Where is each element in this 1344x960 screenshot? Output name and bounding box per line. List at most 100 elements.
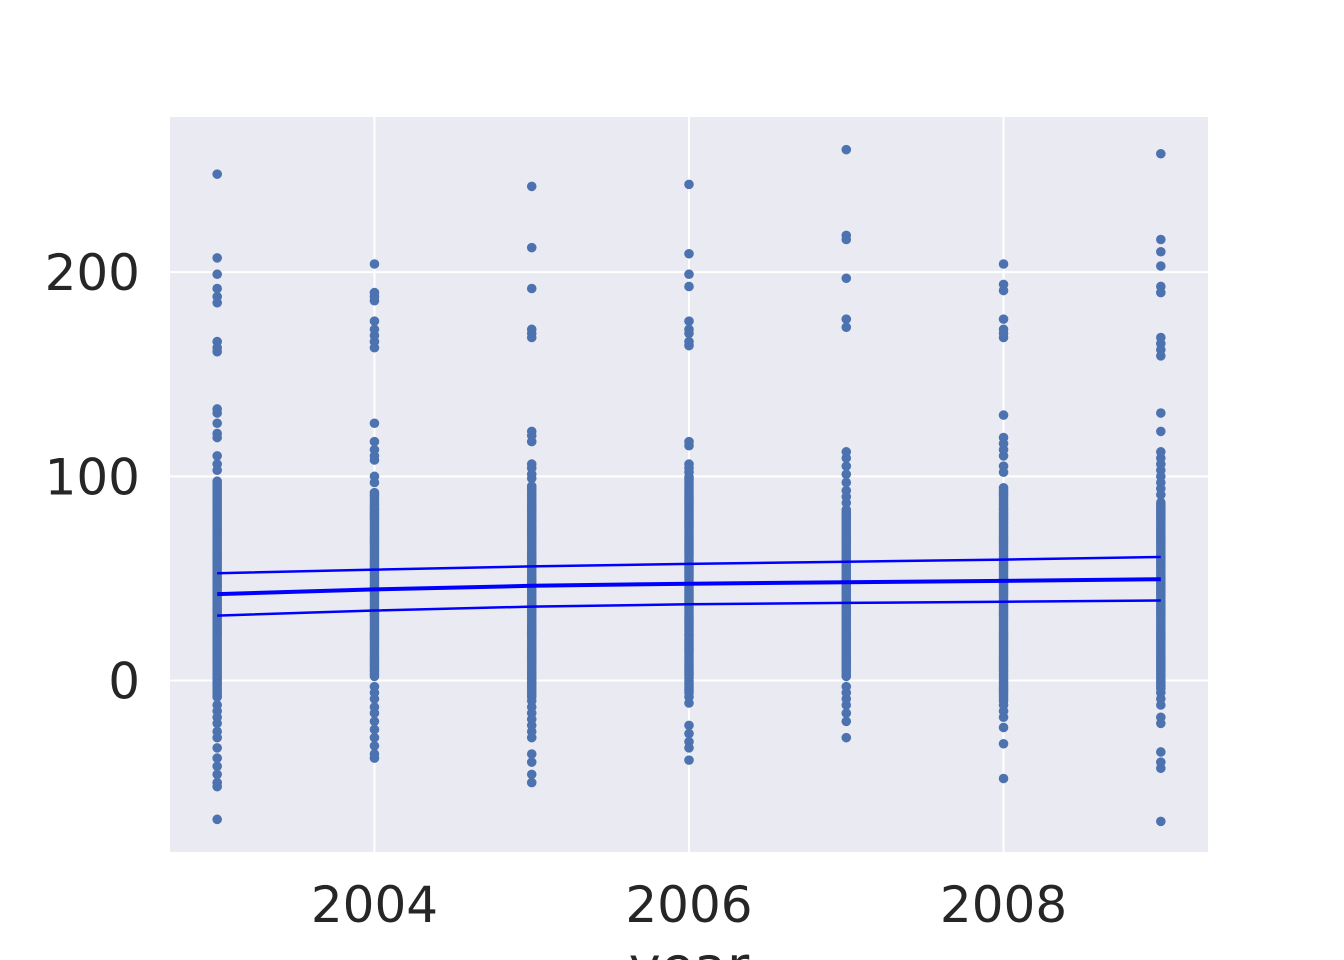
scatter-point — [841, 273, 852, 284]
scatter-point — [369, 732, 380, 743]
scatter-point — [841, 461, 852, 471]
scatter-point — [684, 248, 694, 259]
scatter-point — [526, 732, 537, 743]
scatter-point — [684, 316, 694, 326]
scatter-point — [212, 781, 222, 792]
scatter-point — [684, 720, 694, 731]
x-axis-title: year — [629, 935, 750, 960]
scatter-point — [369, 295, 380, 306]
scatter-point — [998, 410, 1009, 420]
x-tick-label: 2006 — [625, 876, 752, 934]
scatter-point — [212, 753, 222, 763]
series-line-fit — [217, 577, 1161, 597]
scatter-point — [212, 718, 222, 729]
scatter-point — [841, 716, 852, 727]
scatter-point — [526, 181, 537, 192]
scatter-point — [684, 340, 694, 351]
scatter-point — [1156, 763, 1166, 774]
scatter-point — [526, 332, 537, 343]
y-tick-label: 100 — [45, 448, 140, 506]
scatter-point — [369, 487, 380, 498]
scatter-point — [212, 346, 222, 357]
scatter-point — [998, 738, 1009, 749]
scatter-point — [526, 749, 537, 759]
scatter-point — [841, 322, 852, 333]
scatter-point — [1156, 489, 1166, 500]
y-tick-label: 200 — [45, 244, 140, 302]
scatter-point — [841, 234, 852, 245]
scatter-point — [212, 451, 222, 461]
scatter-point — [684, 179, 694, 190]
scatter-point — [684, 328, 694, 339]
scatter-point — [1156, 234, 1166, 245]
scatter-point — [526, 283, 537, 294]
scatter-point — [998, 467, 1009, 478]
scatter-point — [841, 505, 852, 515]
scatter-point — [1156, 816, 1166, 827]
scatter-point — [212, 432, 222, 443]
scatter-point — [369, 741, 380, 751]
scatter-point — [1156, 747, 1166, 757]
scatter-point — [212, 408, 222, 418]
scatter-point — [998, 712, 1009, 723]
scatter-point — [841, 453, 852, 463]
scatter-point — [998, 722, 1009, 733]
scatter-point — [212, 297, 222, 308]
scatter-point — [841, 732, 852, 743]
scatter-point — [1156, 700, 1166, 710]
scatter-point — [1156, 718, 1166, 729]
regression-lines — [217, 555, 1161, 617]
scatter-point — [369, 436, 380, 447]
scatter-point — [212, 692, 222, 702]
scatter-point — [212, 465, 222, 476]
scatter-point — [1156, 351, 1166, 361]
scatter-point — [1156, 246, 1166, 257]
scatter-point — [841, 314, 852, 324]
scatter-point — [841, 477, 852, 488]
scatter-point — [684, 281, 694, 292]
scatter-point — [841, 498, 852, 508]
scatter-point — [998, 451, 1009, 461]
scatter-point — [1156, 287, 1166, 298]
scatter-point — [684, 440, 694, 451]
scatter-point — [684, 467, 694, 478]
scatter-point — [212, 253, 222, 263]
scatter-point — [212, 769, 222, 780]
scatter-point — [1156, 261, 1166, 271]
scatter-point — [998, 482, 1009, 493]
scatter-point — [369, 753, 380, 763]
scatter-point — [212, 476, 222, 487]
scatter-point — [684, 269, 694, 280]
scatter-point — [1156, 426, 1166, 437]
scatter-point — [369, 342, 380, 353]
y-tick-label: 0 — [108, 653, 140, 711]
scatter-point — [369, 418, 380, 429]
scatter-point — [1156, 497, 1166, 508]
scatter-point — [212, 269, 222, 280]
scatter-point — [841, 469, 852, 480]
scatter-point — [369, 716, 380, 727]
scatter-point — [526, 757, 537, 767]
scatter-point — [212, 169, 222, 179]
scatter-point — [369, 694, 380, 704]
scatter-point — [369, 477, 380, 488]
scatter-point — [526, 242, 537, 253]
scatter-point — [998, 332, 1009, 343]
y-tick-labels: 0 100 200 — [45, 244, 140, 710]
scatter-point — [212, 283, 222, 294]
scatter-point — [841, 144, 852, 155]
scatter-point — [998, 314, 1009, 324]
x-tick-label: 2008 — [940, 876, 1067, 934]
series-line-band-upper — [217, 555, 1161, 575]
scatter-point — [369, 708, 380, 718]
scatter-point — [684, 755, 694, 765]
scatter-point — [212, 761, 222, 772]
scatter-point — [998, 259, 1009, 269]
scatter-point — [526, 769, 537, 780]
scatter-point — [841, 700, 852, 710]
x-tick-label: 2004 — [311, 876, 438, 934]
scatter-point — [212, 732, 222, 743]
scatter-point — [684, 728, 694, 739]
scatter-point — [684, 743, 694, 753]
